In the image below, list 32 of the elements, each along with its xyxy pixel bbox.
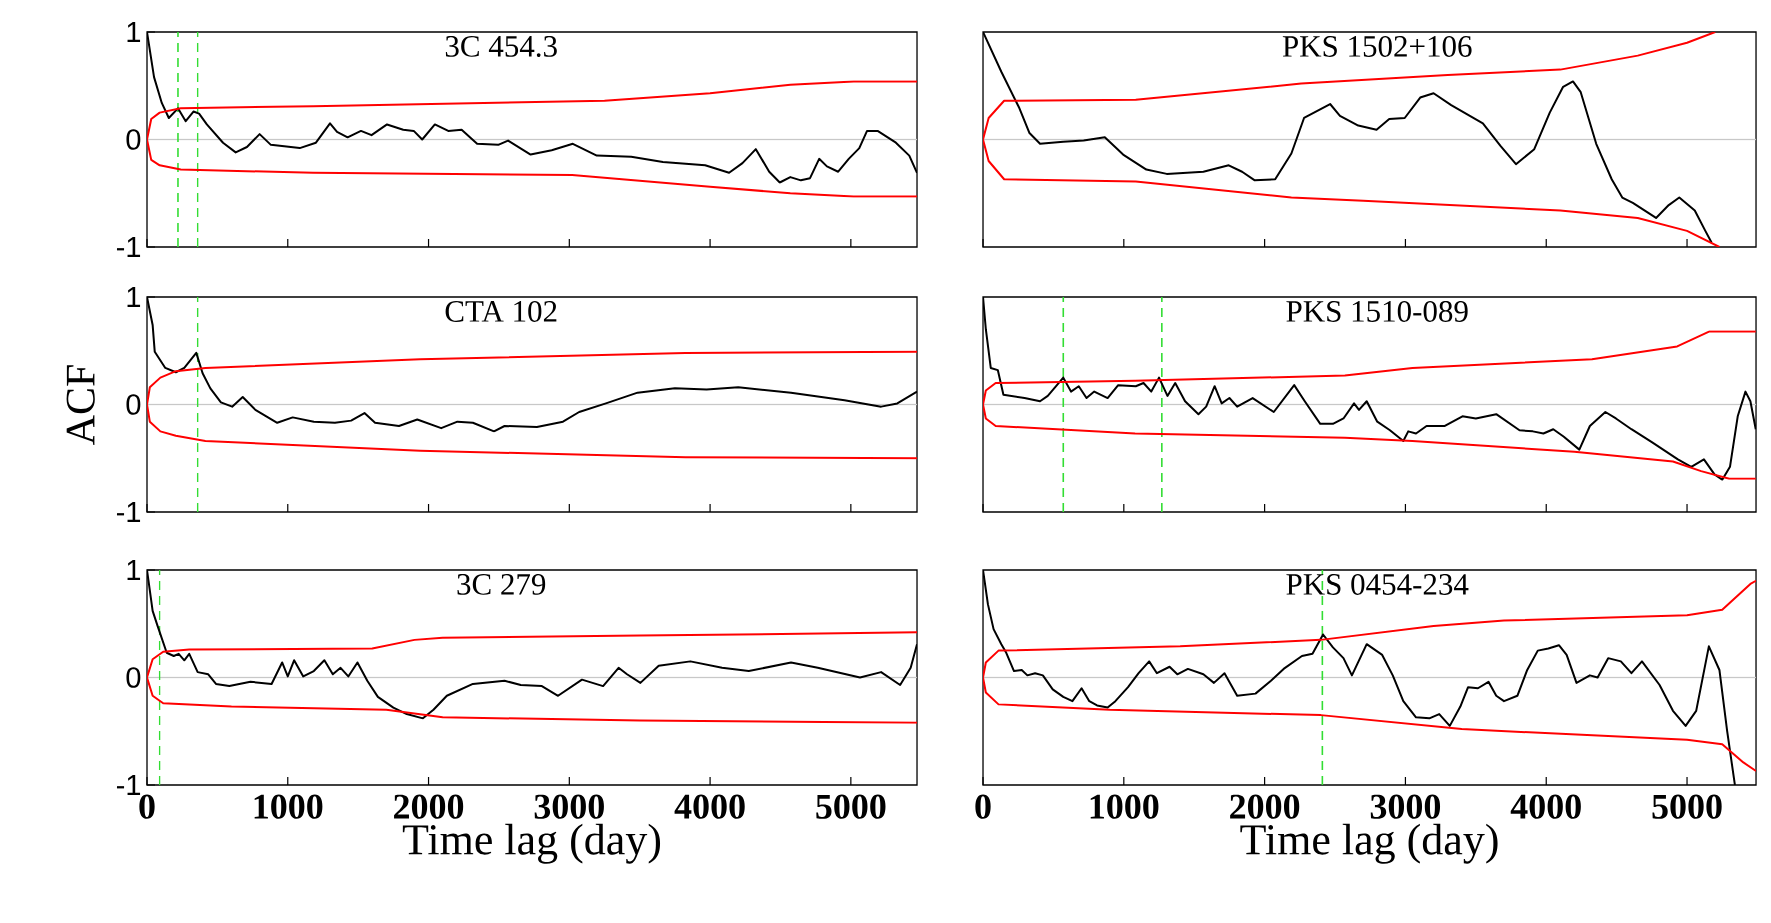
x-tick-label: 5000	[1652, 794, 1722, 819]
y-axis-title: ACF	[66, 365, 95, 445]
x-tick-label: 2000	[394, 794, 464, 819]
x-axis-title: Time lag (day)	[1240, 823, 1498, 864]
y-tick-label: 0	[126, 129, 141, 150]
x-tick-label: 2000	[1230, 794, 1300, 819]
chart-title: 3C 279	[457, 573, 546, 595]
y-tick-label: 0	[126, 667, 141, 688]
line-series	[147, 80, 918, 198]
y-tick-label: 1	[127, 560, 141, 580]
x-tick-label: 3000	[1370, 794, 1441, 819]
x-tick-label: 4000	[1510, 794, 1581, 819]
y-tick-label: -1	[116, 502, 141, 522]
chart-title: CTA 102	[445, 300, 557, 322]
x-tick-label: 3000	[534, 794, 604, 819]
chart-title: PKS 1502+106	[1282, 35, 1472, 57]
y-tick-label: 0	[126, 394, 141, 415]
line-series	[147, 631, 918, 724]
x-axis-title: Time lag (day)	[402, 823, 661, 864]
chart-title: PKS 1510-089	[1286, 300, 1468, 322]
chart-title: 3C 454.3	[445, 35, 557, 57]
x-tick-label: 1000	[1090, 794, 1159, 819]
x-tick-label: 5000	[816, 794, 886, 819]
x-tick-label: 0	[975, 794, 991, 819]
line-series	[147, 350, 918, 460]
y-tick-label: 1	[127, 287, 141, 307]
y-tick-label: 1	[127, 22, 141, 42]
y-tick-label: -1	[116, 775, 141, 795]
y-tick-label: -1	[116, 237, 141, 257]
x-tick-label: 4000	[674, 794, 745, 819]
x-tick-label: 1000	[254, 794, 323, 819]
chart-title: PKS 0454-234	[1286, 573, 1469, 595]
